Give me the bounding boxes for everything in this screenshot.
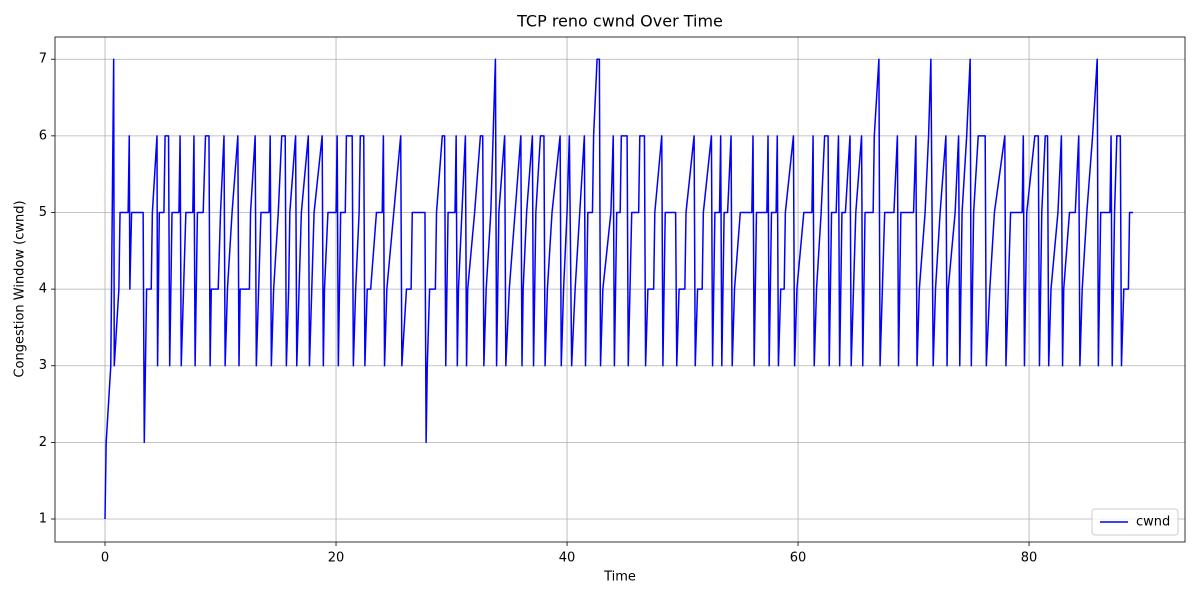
x-tick-label: 20 [328, 551, 345, 566]
chart-title: TCP reno cwnd Over Time [516, 12, 723, 31]
y-tick-label: 1 [39, 512, 47, 527]
x-axis-label: Time [603, 570, 636, 585]
x-tick-label: 0 [101, 551, 109, 566]
y-tick-label: 6 [39, 128, 47, 143]
x-tick-label: 80 [1021, 551, 1038, 566]
y-tick-label: 2 [39, 435, 47, 450]
plot-frame [54, 36, 1186, 543]
legend-box [1091, 508, 1179, 536]
y-tick-label: 3 [39, 358, 47, 373]
y-axis-label: Congestion Window (cwnd) [13, 200, 28, 377]
y-tick-label: 4 [39, 282, 47, 297]
x-tick-label: 60 [790, 551, 807, 566]
data-line [104, 58, 1134, 520]
y-tick-label: 7 [39, 52, 47, 67]
x-tick-label: 40 [559, 551, 576, 566]
legend-label: cwnd [1136, 515, 1170, 530]
y-tick-label: 5 [39, 205, 47, 220]
